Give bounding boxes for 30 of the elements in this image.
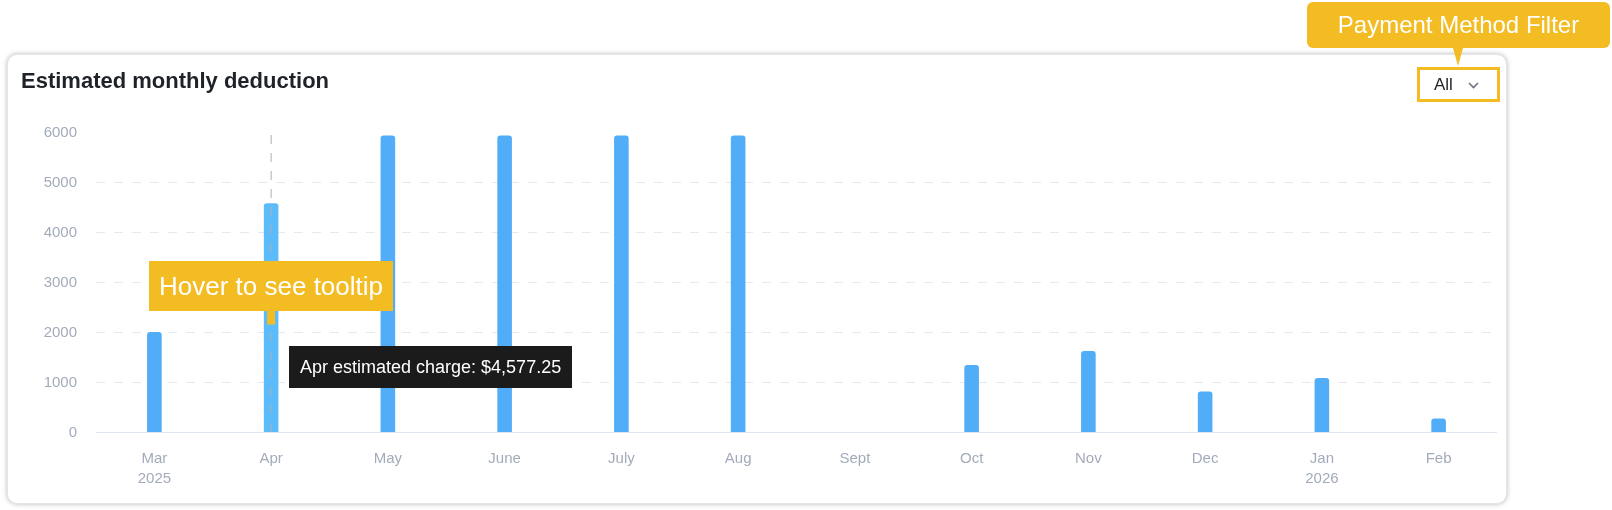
bar [614,135,629,432]
bar [1197,391,1213,432]
x-tick-label: June [488,449,521,466]
x-tick-label: Oct [959,449,985,466]
y-tick-label: 0 [68,423,77,441]
x-tick-label: Feb [1425,449,1452,466]
y-tick-label: 5000 [43,173,77,191]
y-tick-label: 6000 [43,123,77,141]
dropdown: All [1417,67,1500,102]
y-tick-label: 3000 [43,273,77,291]
x-tick-label: Sept [839,449,872,466]
x-tick-label: Nov [1075,449,1103,466]
x-tick-label: Jan 2026 [1305,449,1339,486]
x-tick-label: July [608,449,636,466]
y-tick-label: 1000 [43,373,77,391]
x-tick-label: Aug [724,449,752,466]
chart-title: Estimated monthly deduction [21,68,330,93]
x-tick-label: May [373,449,403,466]
bar [730,135,746,432]
bar [1314,378,1330,432]
y-tick-label: 2000 [43,323,77,341]
bar [964,365,979,432]
annotation: Hover to see tooltip [159,271,384,301]
x-tick-label: Dec [1191,449,1219,466]
bar [1081,351,1096,432]
bar [1431,418,1446,432]
x-tick-label: Mar 2025 [137,449,172,486]
x-tick-label: Apr [259,449,283,466]
bar [147,332,162,432]
y-tick-label: 4000 [43,223,77,241]
